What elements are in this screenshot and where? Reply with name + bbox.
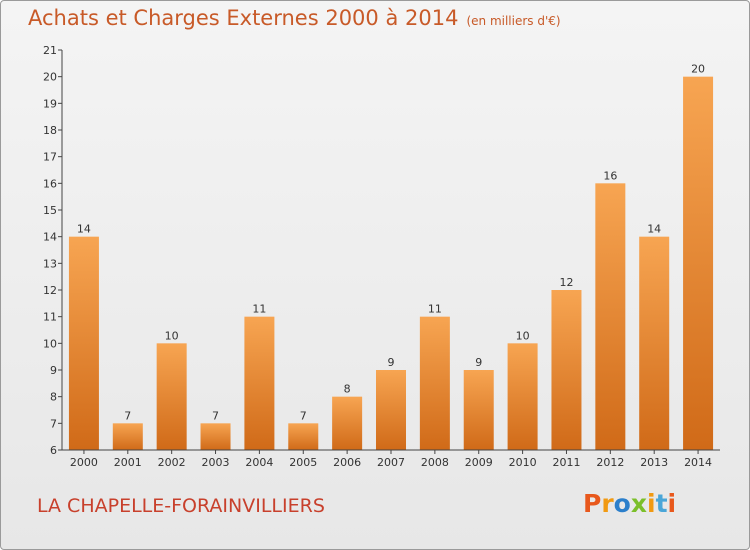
data-label: 11 — [428, 303, 442, 316]
bar — [288, 423, 319, 450]
y-tick-label: 19 — [43, 97, 57, 110]
y-tick-label: 12 — [43, 284, 57, 297]
y-tick-label: 8 — [50, 391, 57, 404]
logo-letter: o — [613, 489, 631, 518]
y-tick-label: 7 — [50, 417, 57, 430]
y-tick-label: 18 — [43, 124, 57, 137]
logo-letter: P — [583, 489, 602, 518]
y-tick-label: 20 — [43, 71, 57, 84]
x-axis: 2000 2001 2002 2003 2004 2005 2006 2007 2008 2009… — [62, 449, 720, 469]
x-tick-label: 2003 — [202, 456, 230, 469]
data-label: 7 — [300, 409, 307, 422]
x-tick-label: 2009 — [465, 456, 493, 469]
x-tick-label: 2008 — [421, 456, 449, 469]
bar — [244, 316, 275, 450]
y-tick-label: 13 — [43, 257, 57, 270]
logo-letter: r — [601, 489, 614, 518]
x-tick-label: 2006 — [333, 456, 361, 469]
logo-letter: x — [630, 489, 647, 518]
commune-name: LA CHAPELLE-FORAINVILLIERS — [37, 495, 325, 517]
data-label: 16 — [603, 169, 617, 182]
y-tick-label: 14 — [43, 231, 57, 244]
y-tick-label: 10 — [43, 337, 57, 350]
x-tick-label: 2010 — [509, 456, 537, 469]
bars: 14 7 10 7 11 7 8 9 11 9 10 12 16 14 20 — [68, 63, 714, 451]
data-label: 9 — [388, 356, 395, 369]
x-tick-label: 2004 — [245, 456, 273, 469]
bar — [639, 236, 670, 450]
proxiti-logo: Proxiti — [583, 489, 676, 518]
y-tick-label: 15 — [43, 204, 57, 217]
y-tick-label: 6 — [50, 444, 57, 457]
logo-letter: t — [655, 489, 668, 518]
data-label: 8 — [344, 383, 351, 396]
data-label: 12 — [559, 276, 573, 289]
data-label: 10 — [516, 329, 530, 342]
data-label: 9 — [475, 356, 482, 369]
data-label: 20 — [691, 63, 705, 76]
bar — [376, 370, 406, 450]
bar — [551, 290, 582, 450]
bar — [683, 76, 714, 451]
y-tick-label: 9 — [50, 364, 57, 377]
x-tick-label: 2013 — [640, 456, 668, 469]
bar — [112, 423, 143, 450]
y-axis: 6 7 8 9 10 11 12 13 14 15 16 17 18 19 20 21 — [43, 44, 63, 457]
x-tick-label: 2005 — [289, 456, 317, 469]
bar — [463, 370, 494, 450]
data-label: 14 — [77, 223, 91, 236]
bar — [156, 343, 187, 450]
x-tick-label: 2000 — [70, 456, 98, 469]
y-tick-label: 11 — [43, 311, 57, 324]
x-tick-label: 2011 — [552, 456, 580, 469]
bar — [419, 316, 450, 450]
bar — [595, 183, 626, 451]
chart-title-unit: (en milliers d'€) — [466, 14, 561, 28]
bar — [507, 343, 538, 450]
y-tick-label: 17 — [43, 151, 57, 164]
logo-letter: i — [667, 489, 677, 518]
bar — [68, 236, 99, 450]
x-tick-label: 2001 — [114, 456, 142, 469]
data-label: 7 — [212, 409, 219, 422]
data-label: 14 — [647, 223, 661, 236]
x-tick-label: 2002 — [158, 456, 186, 469]
data-label: 10 — [165, 329, 179, 342]
bar — [200, 423, 231, 450]
bar — [332, 396, 363, 450]
y-tick-label: 21 — [43, 44, 57, 57]
data-label: 7 — [124, 409, 131, 422]
chart-title: Achats et Charges Externes 2000 à 2014 (e… — [28, 6, 561, 30]
x-tick-label: 2014 — [684, 456, 712, 469]
logo-letter: i — [647, 489, 656, 518]
chart-title-main: Achats et Charges Externes 2000 à 2014 — [28, 6, 459, 30]
data-label: 11 — [252, 303, 266, 316]
y-tick-label: 16 — [43, 177, 57, 190]
x-tick-label: 2012 — [596, 456, 624, 469]
x-tick-label: 2007 — [377, 456, 405, 469]
